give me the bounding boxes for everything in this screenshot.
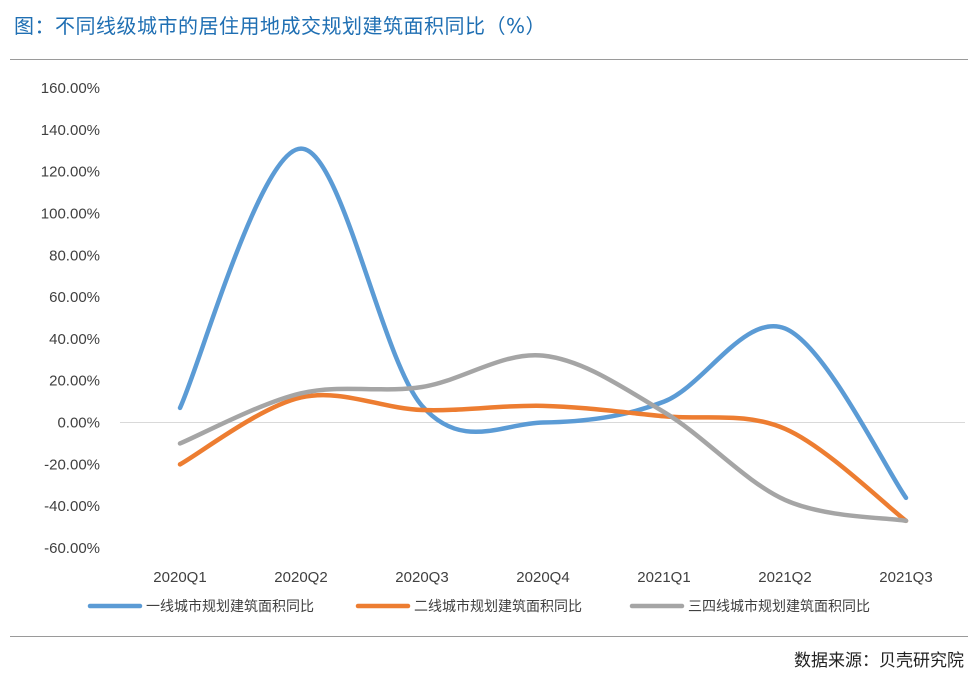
legend: 一线城市规划建筑面积同比 二线城市规划建筑面积同比 三四线城市规划建筑面积同比: [87, 598, 870, 615]
x-tick-label: 2021Q3: [879, 569, 932, 586]
legend-label: 二线城市规划建筑面积同比: [414, 598, 582, 615]
x-axis: 2020Q1 2020Q2 2020Q3 2020Q4 2021Q1 2021Q2 2021…: [153, 569, 932, 586]
y-tick-label: -20.00%: [44, 456, 100, 473]
line-chart: 160.00% 140.00% 120.00% 100.00% 80.00% 60.00%…: [41, 80, 965, 615]
y-tick-label: -60.00%: [44, 540, 100, 557]
y-tick-label: 140.00%: [41, 122, 100, 139]
y-tick-label: 0.00%: [57, 415, 100, 432]
series-tier3-4-line: [177, 353, 909, 524]
bottom-divider: [10, 636, 968, 637]
x-tick-label: 2021Q2: [758, 569, 811, 586]
legend-label: 三四线城市规划建筑面积同比: [688, 598, 870, 615]
y-tick-label: 160.00%: [41, 80, 100, 97]
x-tick-label: 2020Q4: [516, 569, 569, 586]
series-tier2-line: [177, 392, 909, 524]
x-tick-label: 2020Q2: [274, 569, 327, 586]
y-tick-label: 60.00%: [49, 289, 100, 306]
y-tick-label: 80.00%: [49, 247, 100, 264]
y-tick-label: 20.00%: [49, 373, 100, 390]
x-tick-label: 2020Q3: [395, 569, 448, 586]
x-tick-label: 2020Q1: [153, 569, 206, 586]
y-tick-label: -40.00%: [44, 498, 100, 515]
series-lines: [177, 146, 909, 524]
series-tier1-line: [177, 146, 909, 501]
legend-label: 一线城市规划建筑面积同比: [146, 598, 314, 615]
top-divider: [10, 59, 968, 60]
chart-title: 图：不同线级城市的居住用地成交规划建筑面积同比（%）: [14, 14, 547, 38]
x-tick-label: 2021Q1: [637, 569, 690, 586]
y-tick-label: 100.00%: [41, 205, 100, 222]
y-axis: 160.00% 140.00% 120.00% 100.00% 80.00% 60.00%…: [41, 80, 100, 557]
y-tick-label: 120.00%: [41, 164, 100, 181]
source-note: 数据来源：贝壳研究院: [794, 651, 964, 671]
y-tick-label: 40.00%: [49, 331, 100, 348]
